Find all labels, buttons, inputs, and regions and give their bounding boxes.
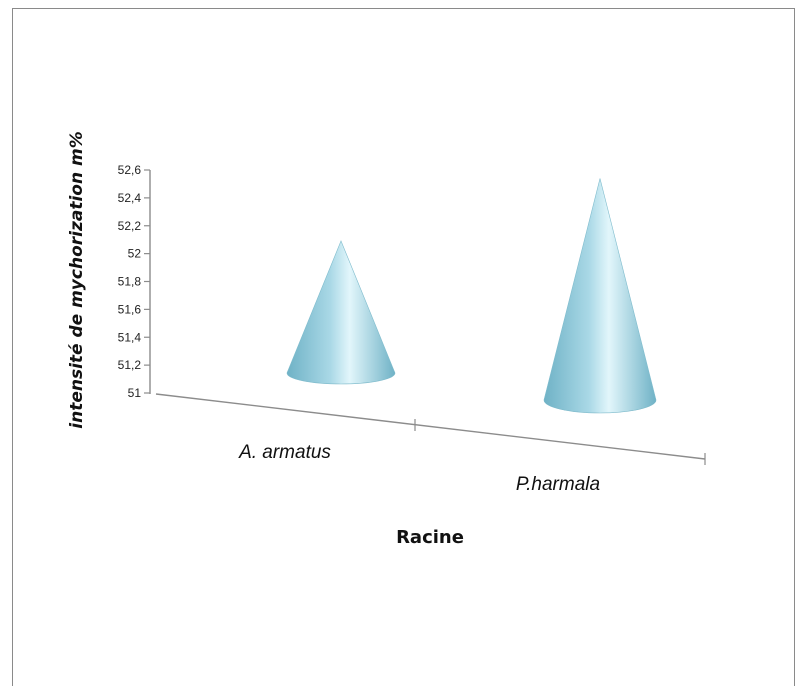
x-axis-line [155,393,706,460]
y-tick-label: 51,8 [118,275,142,289]
y-tick-label: 51,6 [118,302,142,316]
x-axis-title: Racine [396,527,464,548]
cone-body [286,240,396,385]
cone-bar [286,240,396,385]
chart-border [12,8,795,686]
y-axis-title: intensité de mychorization m% [67,131,87,428]
y-axis: 51 51,2 51,4 51,6 51,8 52 52,2 52,4 52,6 [118,163,151,400]
cone-body [543,178,657,414]
x-axis: A. armatus P.harmala [155,393,706,495]
y-tick-label: 51 [128,386,142,400]
y-tick-label: 52,2 [118,219,142,233]
y-tick-label: 52,6 [118,163,142,177]
y-tick-label: 51,2 [118,358,142,372]
y-tick-label: 51,4 [118,330,142,344]
x-category-label: A. armatus [238,442,331,463]
y-tick-label: 52 [128,247,142,261]
x-category-label: P.harmala [516,474,600,495]
cone-bars [286,178,657,414]
cone-bar [543,178,657,414]
y-tick-label: 52,4 [118,191,142,205]
